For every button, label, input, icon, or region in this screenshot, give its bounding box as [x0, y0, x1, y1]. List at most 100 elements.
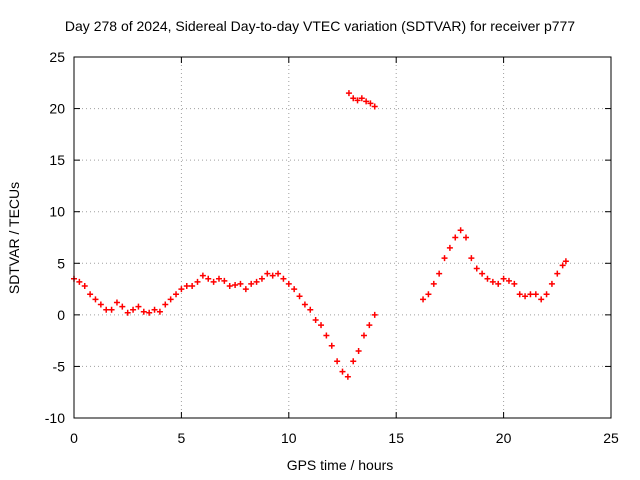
data-point — [522, 293, 529, 300]
data-point — [215, 275, 222, 282]
data-point — [156, 308, 163, 315]
data-point — [124, 309, 131, 316]
y-tick-label: -5 — [53, 358, 66, 374]
data-point — [140, 308, 147, 315]
data-point — [210, 278, 217, 285]
y-tick-label: 20 — [49, 101, 65, 117]
grid-lines — [74, 57, 611, 418]
data-point — [167, 296, 174, 303]
data-point — [473, 265, 480, 272]
data-point — [183, 282, 190, 289]
data-point — [318, 322, 325, 329]
data-point — [275, 270, 282, 277]
data-point — [194, 278, 201, 285]
data-point — [527, 291, 534, 298]
y-tick-label: 5 — [57, 255, 65, 271]
data-point — [355, 347, 362, 354]
data-point — [221, 277, 228, 284]
x-tick-label: 20 — [496, 430, 512, 446]
data-point — [543, 291, 550, 298]
data-point — [199, 272, 206, 279]
data-point — [479, 270, 486, 277]
data-point — [559, 262, 566, 269]
data-point — [258, 275, 265, 282]
data-point — [538, 296, 545, 303]
data-point — [301, 301, 308, 308]
data-point — [162, 301, 169, 308]
data-point — [328, 342, 335, 349]
data-point — [205, 275, 212, 282]
data-point — [516, 291, 523, 298]
data-point — [548, 280, 555, 287]
y-tick-label: 0 — [57, 307, 65, 323]
x-tick-label: 25 — [603, 430, 619, 446]
data-point — [350, 95, 357, 102]
data-point — [500, 275, 507, 282]
data-point — [360, 332, 367, 339]
series-sdtvar — [71, 90, 569, 380]
chart-title: Day 278 of 2024, Sidereal Day-to-day VTE… — [64, 18, 576, 34]
data-point — [130, 306, 137, 313]
x-tick-label: 5 — [178, 430, 186, 446]
data-point — [146, 309, 153, 316]
data-point — [554, 270, 561, 277]
plot-frame — [73, 56, 612, 419]
data-point — [562, 258, 569, 265]
data-point — [452, 234, 459, 241]
data-point — [489, 278, 496, 285]
data-point — [76, 278, 83, 285]
data-point — [178, 286, 185, 293]
data-point — [264, 270, 271, 277]
data-point — [296, 293, 303, 300]
data-point — [446, 244, 453, 251]
data-point — [366, 322, 373, 329]
y-tick-label: -10 — [45, 410, 65, 426]
data-point — [173, 291, 180, 298]
data-point — [232, 281, 239, 288]
data-point — [237, 280, 244, 287]
data-point — [103, 306, 110, 313]
data-point — [248, 280, 255, 287]
data-point — [119, 303, 126, 310]
x-axis-label: GPS time / hours — [286, 457, 394, 473]
y-tick-label: 25 — [49, 49, 65, 65]
y-tick-label: 10 — [49, 204, 65, 220]
data-point — [430, 280, 437, 287]
data-point — [339, 368, 346, 375]
data-point — [323, 332, 330, 339]
data-point — [135, 303, 142, 310]
data-point — [511, 280, 518, 287]
x-tick-label: 0 — [70, 430, 78, 446]
data-point — [285, 280, 292, 287]
data-point — [484, 275, 491, 282]
data-point — [151, 306, 158, 313]
data-point — [463, 234, 470, 241]
data-series — [71, 90, 569, 380]
data-point — [242, 286, 249, 293]
data-point — [354, 97, 361, 104]
data-point — [420, 296, 427, 303]
data-point — [441, 255, 448, 262]
data-point — [350, 358, 357, 365]
y-tick-label: 15 — [49, 152, 65, 168]
data-point — [436, 270, 443, 277]
data-point — [312, 317, 319, 324]
data-point — [113, 299, 120, 306]
data-point — [371, 103, 378, 110]
data-point — [189, 282, 196, 289]
data-point — [81, 282, 88, 289]
data-point — [505, 277, 512, 284]
data-point — [97, 301, 104, 308]
data-point — [425, 291, 432, 298]
data-point — [269, 272, 276, 279]
data-point — [226, 282, 233, 289]
data-point — [280, 275, 287, 282]
data-point — [92, 296, 99, 303]
data-point — [345, 90, 352, 97]
data-point — [371, 311, 378, 318]
data-point — [457, 227, 464, 234]
axis-ticks: 0 5 10 15 20 25 -10 -5 0 5 10 15 20 25 — [45, 49, 619, 446]
x-tick-label: 15 — [388, 430, 404, 446]
data-point — [344, 373, 351, 380]
